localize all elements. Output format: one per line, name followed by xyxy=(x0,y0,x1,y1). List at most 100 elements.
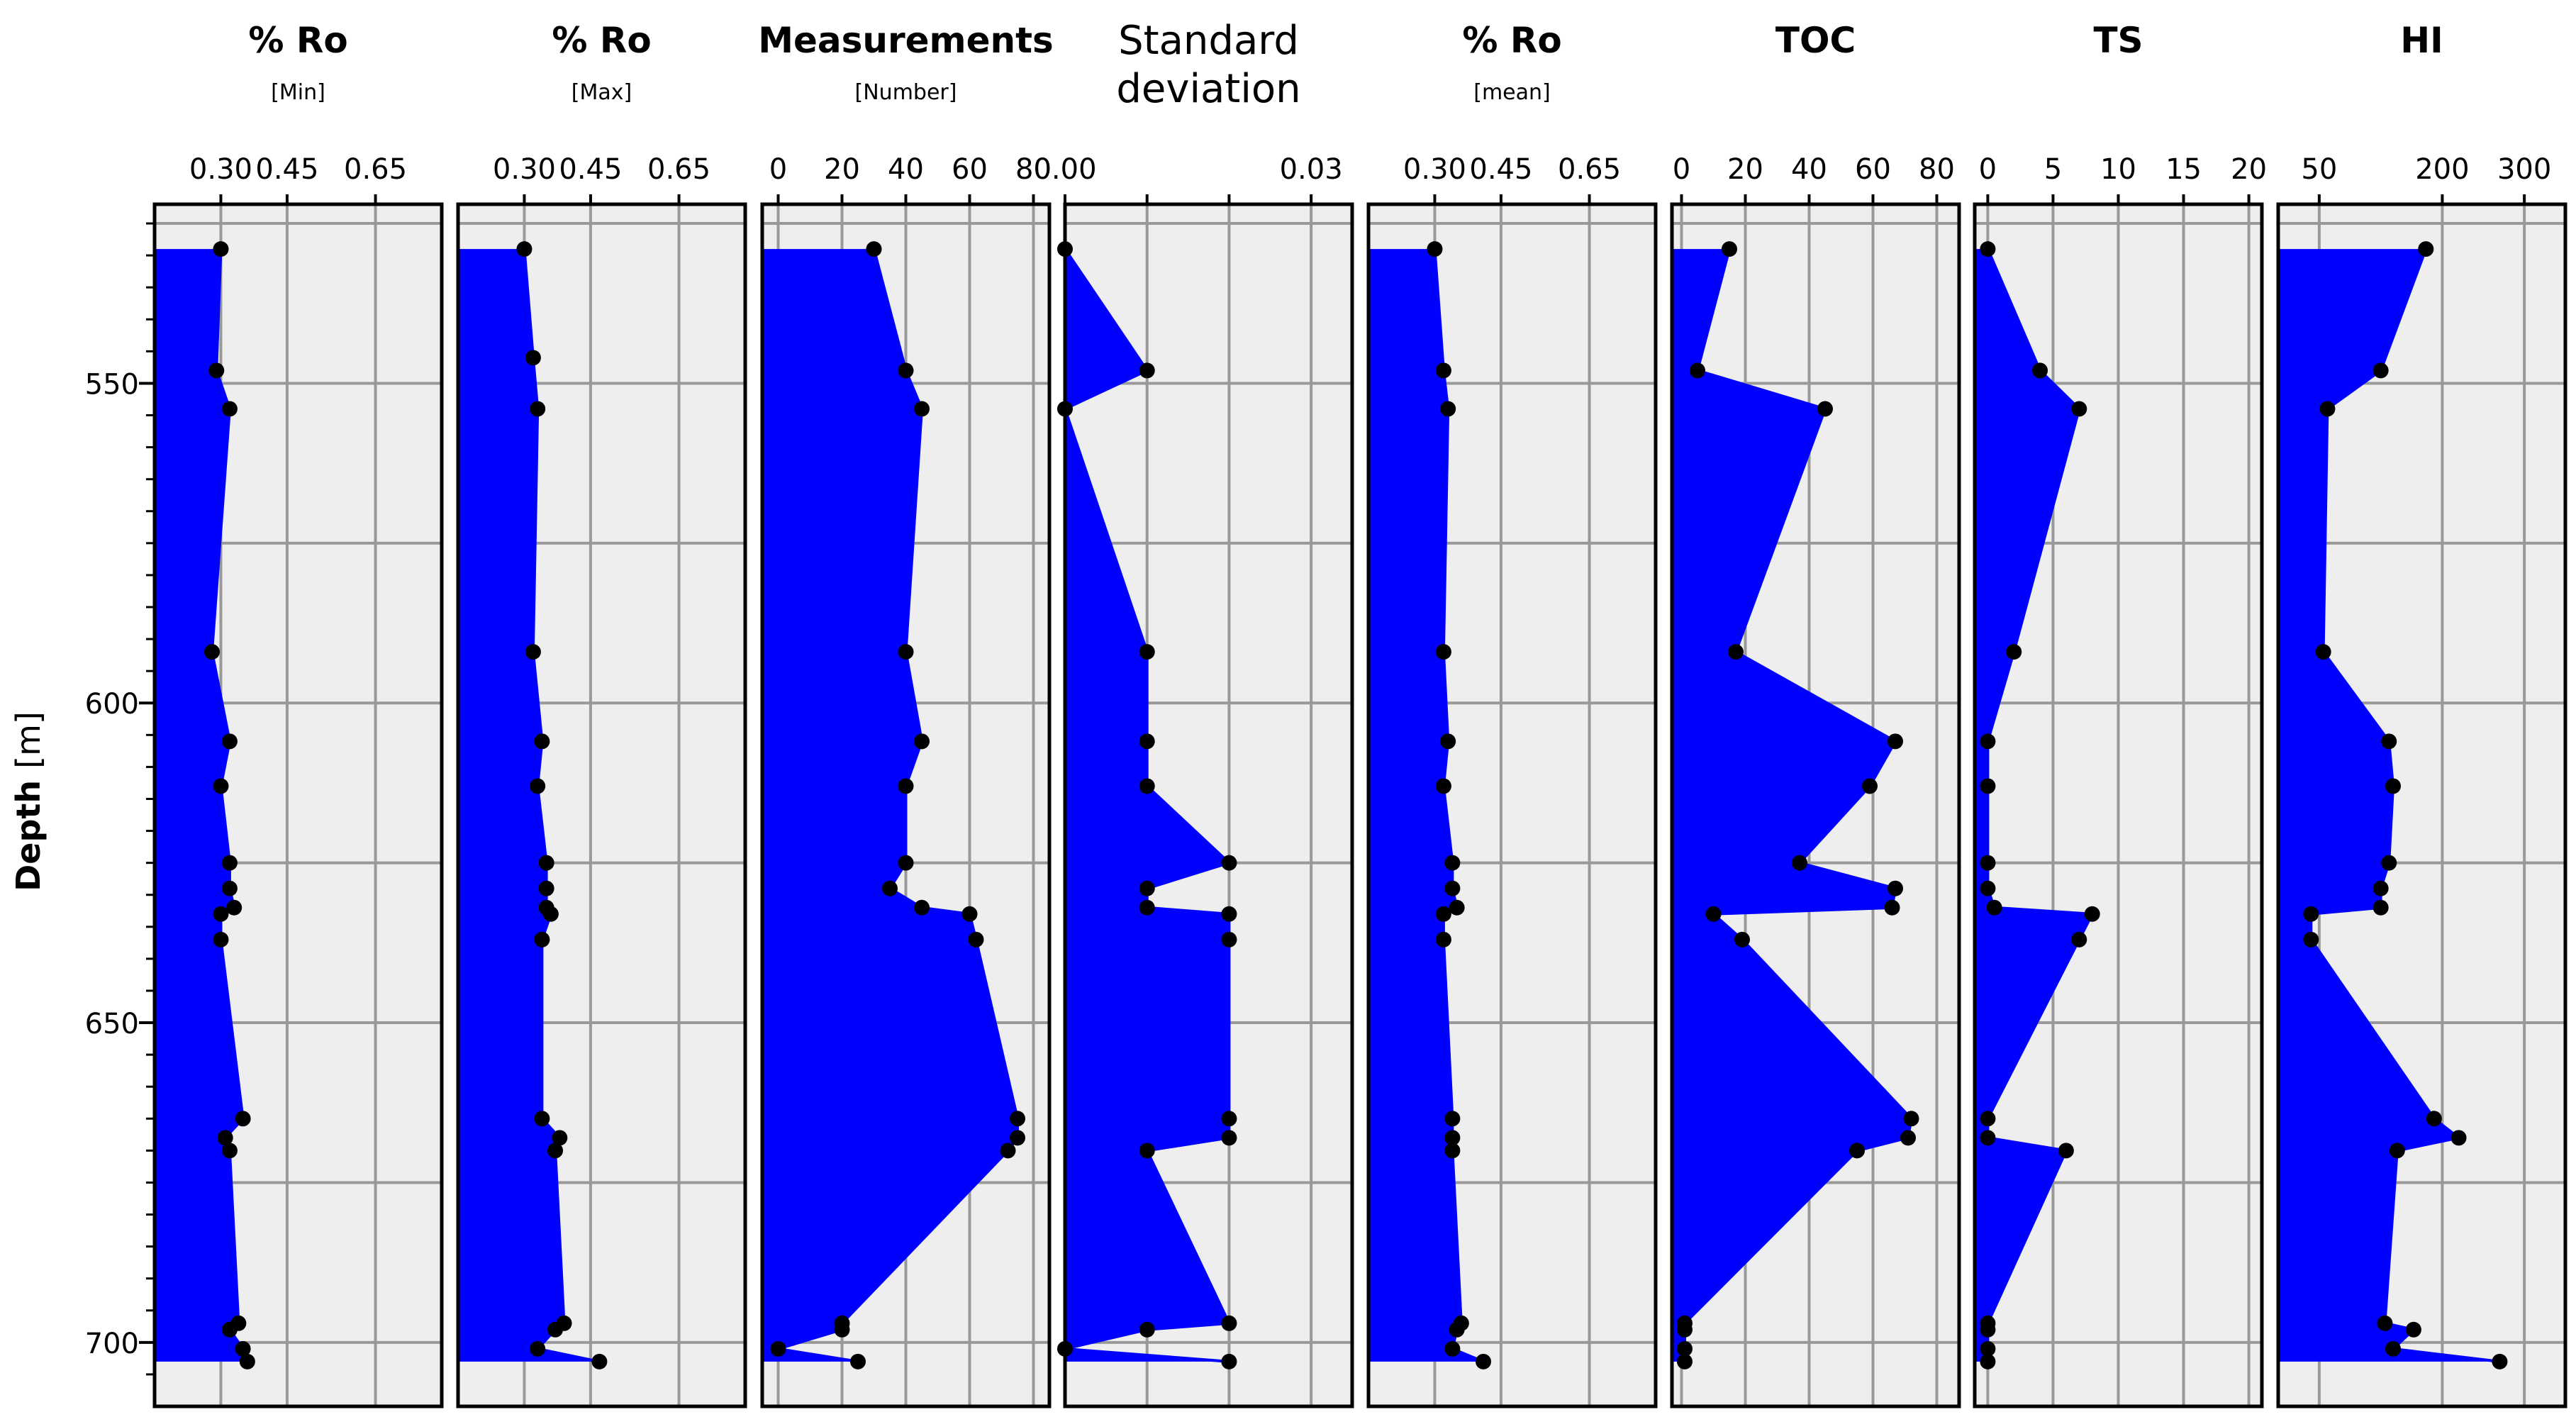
panel-title: Standard xyxy=(1118,18,1299,64)
y-axis-label: Depth [m] xyxy=(9,711,48,891)
data-point xyxy=(204,644,220,660)
x-tick-label: 0 xyxy=(1673,153,1690,186)
data-point xyxy=(961,906,978,922)
data-point xyxy=(850,1353,866,1369)
data-point xyxy=(534,931,550,948)
data-point xyxy=(2315,644,2331,660)
panel-title: TOC xyxy=(1775,20,1856,61)
x-tick-label: 0.30 xyxy=(1403,153,1466,186)
data-point xyxy=(538,855,554,871)
y-axis-label-text: Depth xyxy=(9,780,48,891)
data-point xyxy=(221,733,238,750)
panel-1: % Ro [Min] 0.30 0.45 0.65 xyxy=(139,20,444,1408)
data-point xyxy=(1444,1340,1461,1357)
x-tick-label: 0 xyxy=(769,153,787,186)
panel-frame xyxy=(1670,202,1961,1408)
series-area xyxy=(762,249,1017,1362)
data-point xyxy=(1980,733,1996,750)
data-point xyxy=(1444,855,1461,871)
data-point xyxy=(1449,1321,1465,1338)
data-point xyxy=(226,899,242,916)
log-panels: % Ro[Min]0.30 0.45 0.65% Ro[Max]0.30 0.45 0.… xyxy=(139,18,2567,1408)
series-line xyxy=(1063,248,1232,1363)
data-point xyxy=(1986,899,2002,916)
data-point xyxy=(1980,1321,1996,1338)
data-point xyxy=(1435,362,1451,379)
data-point xyxy=(1980,1340,1996,1357)
data-point xyxy=(1139,644,1155,660)
x-tick-label: 0.65 xyxy=(344,153,407,186)
data-point xyxy=(1734,931,1750,948)
data-point xyxy=(2389,1143,2405,1159)
series-area xyxy=(155,249,247,1362)
data-point xyxy=(221,855,238,871)
data-point xyxy=(1476,1353,1491,1369)
data-point xyxy=(221,1143,238,1159)
data-point xyxy=(834,1321,850,1338)
data-point xyxy=(770,1340,786,1357)
data-point xyxy=(1440,401,1456,417)
data-point xyxy=(914,401,930,417)
data-point xyxy=(591,1353,608,1369)
series-area xyxy=(2278,249,2500,1362)
data-point xyxy=(1792,855,1807,871)
x-tick-label: 0.30 xyxy=(493,153,556,186)
x-tick-label: 0.45 xyxy=(559,153,622,186)
data-point xyxy=(914,733,930,750)
x-tick-label: 60 xyxy=(1855,153,1891,186)
data-point xyxy=(221,1321,238,1338)
x-tick-label: 0.45 xyxy=(1469,153,1532,186)
data-point xyxy=(1010,1130,1025,1146)
x-tick-label: 80 xyxy=(1919,153,1955,186)
data-point xyxy=(1980,1353,1996,1369)
series-area xyxy=(1368,249,1483,1362)
panel-frame xyxy=(2276,202,2567,1408)
data-point xyxy=(1139,1143,1155,1159)
data-point xyxy=(235,1340,251,1357)
x-tick-label: 20 xyxy=(1727,153,1763,186)
data-point xyxy=(1440,733,1456,750)
data-point xyxy=(2006,644,2022,660)
data-point xyxy=(2373,880,2389,896)
data-point xyxy=(1435,931,1451,948)
data-point xyxy=(1139,362,1155,379)
x-tick-label: 0 xyxy=(1979,153,1997,186)
data-point xyxy=(2303,906,2319,922)
data-point xyxy=(530,1340,546,1357)
panel-3: Measurements [Number] 0 20 40 60 80 xyxy=(758,20,1054,1408)
x-tick-label: 20 xyxy=(824,153,860,186)
series-area xyxy=(1065,249,1230,1362)
series-area xyxy=(458,249,600,1362)
data-point xyxy=(213,931,229,948)
data-point xyxy=(538,880,554,896)
data-point xyxy=(2426,1111,2442,1127)
panel-8: HI 50 200 300 xyxy=(2276,20,2567,1408)
panel-frame xyxy=(1366,202,1658,1408)
data-point xyxy=(1221,1353,1237,1369)
data-point xyxy=(2385,1340,2401,1357)
data-point xyxy=(2385,778,2401,794)
x-tick-label: 200 xyxy=(2415,153,2469,186)
data-point xyxy=(1444,1111,1461,1127)
panel-7: TS 0 5 10 15 20 xyxy=(1973,20,2267,1408)
panel-frame xyxy=(1063,202,1354,1408)
panel-subtitle: [Min] xyxy=(271,80,325,105)
series-area xyxy=(1672,249,1912,1362)
panel-title: % Ro xyxy=(1462,20,1561,61)
data-point xyxy=(2071,401,2087,417)
data-point xyxy=(1980,241,1996,257)
data-point xyxy=(2303,931,2319,948)
panel-title: TS xyxy=(2093,20,2143,61)
data-point xyxy=(525,350,541,366)
panel-title: % Ro xyxy=(552,20,651,61)
series-area xyxy=(1975,249,2092,1362)
data-point xyxy=(1677,1321,1693,1338)
data-point xyxy=(1900,1130,1916,1146)
data-point xyxy=(2032,362,2048,379)
data-point xyxy=(1862,778,1878,794)
depth-tick-label: 600 xyxy=(85,688,139,721)
data-point xyxy=(530,401,546,417)
